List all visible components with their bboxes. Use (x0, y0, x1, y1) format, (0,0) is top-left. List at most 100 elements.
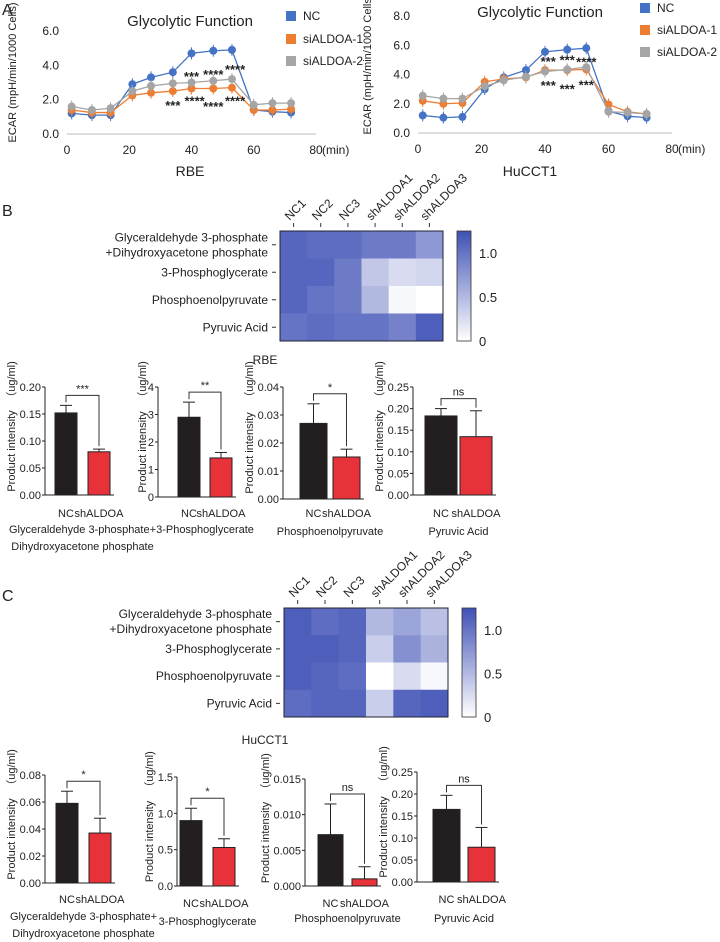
significance-bracket (188, 391, 222, 450)
y-tick-label: 0.20 (20, 382, 41, 394)
heatmap-cell (415, 231, 444, 259)
data-point (458, 112, 467, 121)
heatmap-cell (361, 313, 390, 342)
data-point (439, 94, 448, 103)
data-point (147, 81, 156, 90)
line-chart: Glycolytic Function 0 20 40 60 80 (min) 0.0 2.0 4… (362, 0, 717, 179)
x-tick-label: shALDOA (200, 898, 250, 910)
data-point (187, 84, 196, 93)
row-label: Glyceraldehyde 3-phosphate (119, 607, 273, 621)
bar-chart: 0.00 0.02 0.04 0.06 0.08 Product intensity （ug… (5, 749, 157, 940)
data-point (541, 67, 549, 76)
data-point (623, 108, 632, 117)
bar-chart: 0.0 0.5 1.0 1.5 Product intensity （ug/ml) NC sh… (143, 751, 256, 928)
y-tick-label: 0.0 (42, 127, 59, 141)
bar (177, 416, 201, 498)
y-tick-label: 0.00 (258, 494, 279, 506)
heatmap-cell (393, 689, 422, 718)
y-tick-label: 0.15 (392, 811, 413, 823)
data-point (168, 87, 177, 96)
y-tick-label: 0.01 (258, 466, 279, 478)
line-chart: Glycolytic Function 0 20 40 60 80 (min) 0.0 2.0 4… (7, 3, 363, 179)
data-point (521, 66, 530, 75)
data-point (227, 83, 236, 92)
heatmap-cell (415, 313, 444, 342)
heatmap-cell (338, 689, 367, 718)
heatmap-cell (420, 662, 449, 691)
y-unit-label: （ug/ml) (373, 361, 386, 403)
colorbar-tick-label: 0 (484, 710, 491, 725)
x-axis-label: Phosphoenolpyruvate (277, 526, 383, 538)
heatmap-cell (366, 689, 394, 718)
y-axis-label: Product intensity (260, 801, 272, 883)
heatmap-cell (284, 635, 312, 663)
y-tick-label: 0.000 (273, 881, 301, 893)
colorbar-tick-label: 0.5 (484, 666, 502, 681)
bar (87, 451, 111, 496)
row-label: Phosphoenolpyruvate (156, 669, 272, 683)
legend-swatch (640, 25, 650, 35)
legend-swatch (640, 3, 650, 13)
heatmap-cell (393, 662, 422, 691)
significance-annotation: *** (165, 98, 181, 113)
significance-annotation: **** (203, 99, 224, 114)
significance-bracket (66, 780, 101, 816)
heatmap-cell (334, 231, 362, 259)
row-label: Glyceraldehyde 3-phosphate (115, 230, 269, 244)
x-tick-label: NC (323, 898, 339, 910)
bar (55, 802, 79, 884)
legend-swatch (640, 47, 650, 57)
y-tick-label: 0.00 (20, 878, 41, 890)
y-tick-label: 0.00 (20, 490, 41, 502)
y-tick-label: 0.02 (20, 851, 41, 863)
bar (209, 457, 233, 498)
heatmap-cell (334, 258, 362, 287)
significance-bracket (65, 394, 100, 447)
significance-annotation: **** (225, 62, 246, 77)
y-tick-label: 0.25 (388, 382, 409, 394)
legend-label: NC (657, 1, 675, 15)
data-point (209, 76, 218, 85)
y-tick-label: 0 (148, 492, 154, 504)
y-tick-label: 0.005 (273, 845, 301, 857)
column-label: NC1 (286, 573, 313, 600)
bar-chart: 0.00 0.05 0.10 0.15 0.20 0.25 Product intensit… (377, 746, 507, 925)
y-tick-label: 2.0 (393, 97, 410, 111)
x-axis-label: 3-Phosphoglycerate (156, 524, 254, 536)
x-axis-label: RBE (176, 163, 205, 179)
colorbar-tick-label: 1.0 (479, 246, 497, 261)
significance-annotation: **** (184, 94, 205, 109)
heatmap-cell (311, 689, 340, 718)
y-axis-label: Product intensity (6, 410, 18, 492)
y-unit-label: （ug/ml) (259, 753, 272, 795)
data-point (521, 72, 530, 81)
significance-label: * (328, 382, 333, 394)
y-unit-label: （ug/ml) (5, 749, 18, 791)
data-point (168, 79, 177, 88)
y-tick-label: 0.02 (258, 438, 279, 450)
bar-chart: 0 1 2 3 4 Product intensity （ug/ml) NC shALDOA **… (136, 361, 254, 536)
column-label: NC2 (313, 573, 340, 600)
row-label: +Dihydroxyacetone phosphate (110, 622, 273, 636)
heatmap-cell (420, 608, 449, 636)
heatmap-cell (311, 662, 340, 691)
x-tick-label: 40 (538, 142, 552, 156)
x-tick-label: shALDOA (452, 508, 502, 520)
x-axis-label: Dihydroxyacetone phosphate (12, 928, 154, 940)
row-label: Pyruvic Acid (207, 696, 272, 710)
significance-bracket (446, 784, 482, 825)
bar (317, 834, 344, 887)
y-tick-label: 0.25 (392, 767, 413, 779)
bar (467, 846, 496, 883)
significance-label: *** (76, 383, 90, 395)
bar (432, 808, 461, 883)
legend-label: siALDOA-1 (657, 23, 717, 37)
y-axis-label: Product intensity (137, 411, 149, 493)
y-tick-label: 2 (148, 437, 154, 449)
data-point (458, 94, 467, 103)
y-tick-label: 4.0 (393, 68, 410, 82)
y-axis-label: Product intensity (6, 798, 18, 880)
data-point (582, 44, 591, 53)
heatmap: NC1 NC2 NC3 shALDOA1shALDOA2shALDOA3Glycera… (106, 171, 498, 367)
x-unit-label: (min) (322, 143, 349, 157)
